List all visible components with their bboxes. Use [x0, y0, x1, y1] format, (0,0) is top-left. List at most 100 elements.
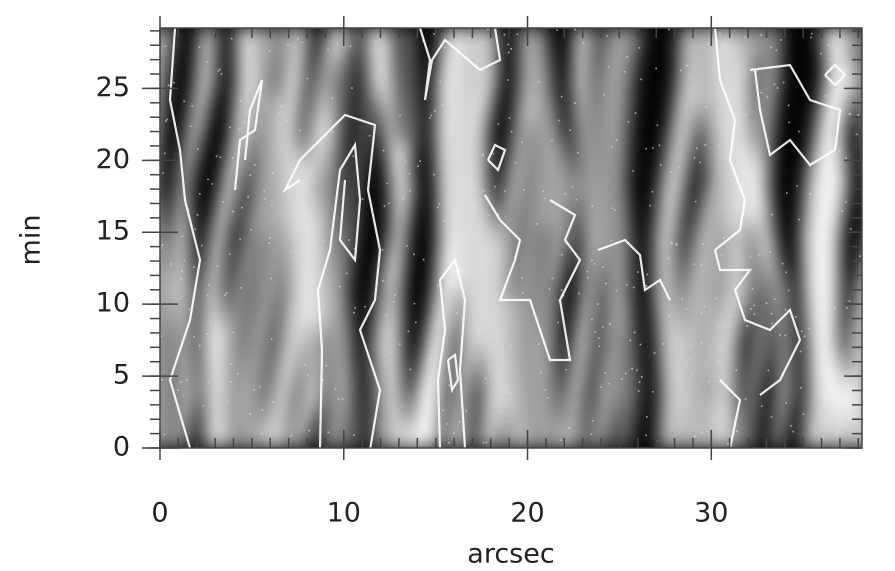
speck [845, 157, 847, 159]
speck [670, 241, 672, 244]
speck [559, 439, 562, 442]
speck [487, 214, 489, 217]
speck [844, 201, 847, 203]
speck [433, 173, 435, 176]
speck [349, 45, 352, 48]
speck [428, 358, 431, 361]
speck [327, 48, 329, 51]
speck [744, 36, 747, 39]
speck [209, 320, 211, 323]
speck [247, 196, 249, 198]
speck [841, 210, 844, 212]
speck [454, 134, 457, 137]
speck [239, 100, 242, 102]
speck [798, 130, 800, 133]
speck [507, 51, 510, 54]
speck [232, 157, 235, 159]
speck [263, 189, 266, 192]
speck [193, 266, 195, 268]
speck [607, 66, 610, 68]
speck [433, 33, 435, 35]
speck [312, 180, 314, 182]
speck [290, 434, 293, 437]
speck [535, 223, 538, 225]
speck [667, 257, 670, 260]
speck [803, 335, 806, 338]
speck [207, 381, 210, 383]
speck [473, 340, 476, 343]
stripe [565, 28, 598, 448]
speck [849, 112, 852, 115]
speck [353, 434, 355, 436]
speck [249, 413, 251, 415]
speck [248, 49, 250, 52]
speck [608, 382, 610, 385]
speck [230, 363, 233, 365]
speck [161, 244, 164, 246]
speck [808, 327, 810, 330]
speck [181, 270, 183, 273]
speck [715, 297, 718, 300]
stripe [262, 28, 316, 448]
contour [749, 63, 842, 167]
speck [409, 368, 412, 371]
speck [677, 377, 679, 379]
speck [639, 343, 642, 346]
speck [381, 249, 384, 251]
stripe [463, 28, 507, 448]
speck [301, 41, 304, 44]
speck [717, 109, 720, 112]
speck [761, 405, 763, 407]
speck [787, 104, 790, 107]
speck [179, 381, 182, 383]
speck [828, 44, 830, 46]
speck [183, 100, 185, 103]
speck [798, 218, 800, 221]
speck [339, 285, 341, 288]
stripe [241, 28, 288, 448]
speck [163, 433, 166, 436]
speck [509, 392, 512, 394]
speck [598, 337, 600, 339]
speck [467, 111, 469, 114]
speck [353, 311, 355, 314]
speck [811, 32, 813, 35]
speck [693, 156, 696, 159]
speck [405, 245, 408, 247]
speck [220, 73, 223, 75]
speck [188, 308, 191, 311]
speck [773, 298, 776, 301]
x-tick-label: 20 [510, 498, 544, 529]
speck [770, 416, 773, 418]
speck [250, 228, 252, 231]
speck [649, 204, 651, 207]
speck [465, 409, 467, 412]
y-axis-label: min [16, 215, 47, 266]
speck [668, 28, 670, 31]
speck [727, 443, 729, 445]
speck [294, 216, 296, 218]
speck [855, 133, 858, 136]
speck [787, 289, 790, 292]
speck [558, 119, 560, 122]
speck [779, 334, 781, 336]
contour [282, 113, 382, 448]
speck [245, 65, 248, 68]
speck [565, 242, 567, 245]
speck [514, 161, 517, 164]
speck [325, 364, 328, 367]
stripe [743, 28, 768, 448]
speck [306, 374, 309, 376]
speck [189, 125, 192, 127]
speck [796, 185, 798, 187]
speck [704, 144, 707, 146]
speck [833, 407, 836, 409]
speck [443, 291, 446, 294]
speck [497, 123, 500, 125]
speck [215, 155, 218, 158]
speck [564, 193, 567, 195]
speck [689, 357, 691, 360]
speck [385, 314, 388, 317]
speck [785, 271, 788, 274]
